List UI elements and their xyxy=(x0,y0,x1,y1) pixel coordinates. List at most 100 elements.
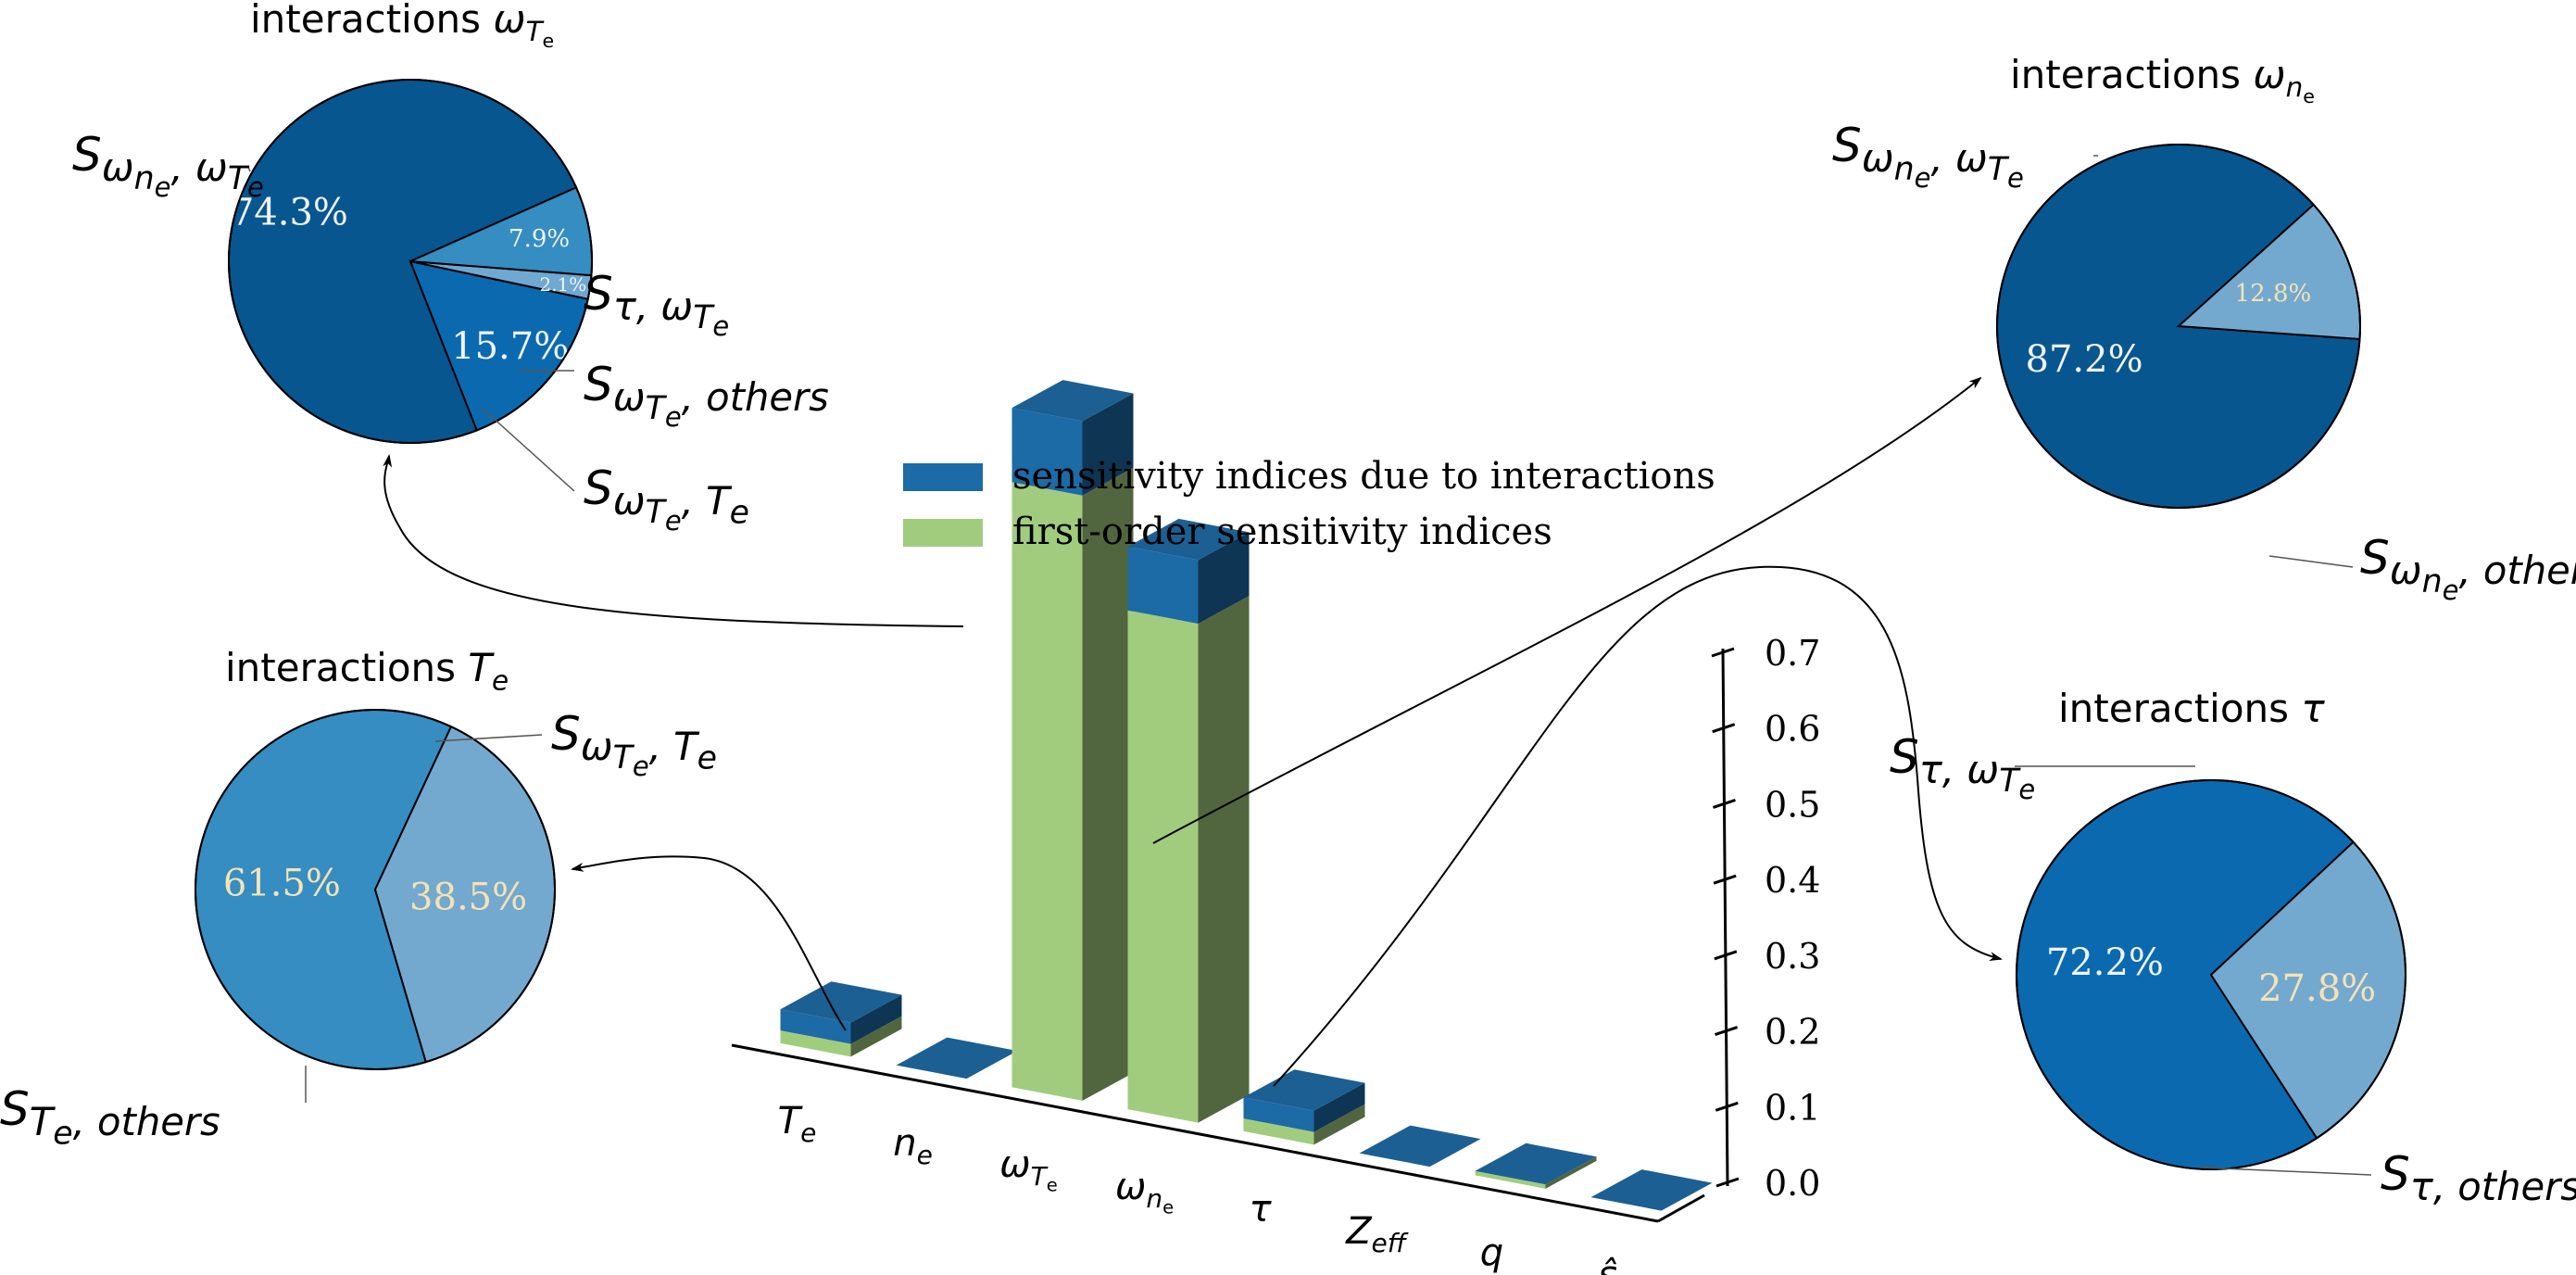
x-tick-label: ωne xyxy=(1115,1167,1174,1218)
pie-slice-name: STe, others xyxy=(0,1084,220,1151)
bar-interaction-front xyxy=(780,1009,851,1044)
legend-label: sensitivity indices due to interactions xyxy=(1012,455,1715,498)
connector-arrow xyxy=(571,855,847,1031)
x-tick-label: ŝ xyxy=(1598,1255,1617,1275)
bar-first-order-front xyxy=(1127,610,1199,1123)
pie-slice-label: 27.8% xyxy=(2258,967,2376,1010)
x-tick-label: Te xyxy=(778,1101,817,1147)
pie-slice-label: 12.8% xyxy=(2235,280,2312,308)
leader-line xyxy=(247,166,251,172)
bar-top xyxy=(1590,1169,1713,1211)
pie-slice-label: 74.3% xyxy=(231,192,348,234)
bar-first-order-side xyxy=(850,1016,902,1057)
z-tick-label: 0.7 xyxy=(1765,633,1820,674)
bar-interaction-front xyxy=(1243,1097,1314,1132)
leader-line xyxy=(434,734,543,742)
x-axis-line xyxy=(731,1043,1659,1223)
pie-title: interactions τ xyxy=(2058,688,2325,730)
legend-swatch xyxy=(903,519,983,547)
pie-slice-name: SωTe, Te xyxy=(551,709,717,781)
connector-arrow xyxy=(1152,376,1982,844)
bar-chart-3d: 0.0 0.1 0.2 0.3 0.4 0.5 0.6 0.7 Te ne ωTe ωne τ Zeff q… xyxy=(731,380,1820,1275)
z-tick-label: 0.1 xyxy=(1765,1087,1820,1128)
pie-chart: interactions ωTe 74.3% 15.7% 2.1% 7.9% Sωne, … xyxy=(72,0,829,536)
pie-slice-name: Sωne, ωTe xyxy=(72,130,264,202)
z-tick-label: 0.0 xyxy=(1765,1163,1820,1204)
x-tick-label: q xyxy=(1480,1232,1503,1273)
bar-interaction-side xyxy=(850,994,902,1044)
bar-first-order-front xyxy=(1012,482,1083,1101)
bar-first-order-side xyxy=(1082,467,1134,1101)
bar-top xyxy=(1475,1142,1597,1185)
pie-chart: interactions ωne 87.2% 12.8% Sωne, ωTe Sωne,… xyxy=(1832,54,2576,605)
legend-swatch xyxy=(903,463,983,491)
bar-top xyxy=(896,1037,1018,1079)
z-tick xyxy=(1713,874,1737,885)
axis-corner-line xyxy=(1657,1193,1705,1223)
pie-slice-label: 72.2% xyxy=(2046,941,2164,984)
z-axis-line xyxy=(1721,648,1729,1187)
pie-slice-name: Sωne, ωTe xyxy=(1832,120,2024,193)
pie-outline xyxy=(1996,144,2361,509)
z-tick xyxy=(1714,950,1738,961)
pie-charts: interactions ωTe 74.3% 15.7% 2.1% 7.9% Sωne, … xyxy=(0,0,2576,1207)
bar-top xyxy=(1359,1125,1481,1168)
pie-outline xyxy=(195,709,556,1070)
bar-first-order-front xyxy=(780,1030,851,1057)
pie-title: interactions ωne xyxy=(2010,54,2315,107)
pie-title: interactions ωTe xyxy=(250,0,554,52)
bar-top xyxy=(1243,1069,1365,1111)
pie-slice-name: Sτ, ωTe xyxy=(1890,732,2035,804)
leader-line xyxy=(2199,1167,2372,1176)
pie-slice-name: SωTe, others xyxy=(584,360,829,432)
z-tick xyxy=(1715,1177,1740,1188)
bar-interaction-side xyxy=(1198,532,1250,625)
pie-slice-name: SωTe, Te xyxy=(584,463,749,536)
pie-slice-label: 61.5% xyxy=(223,862,341,904)
pie-chart: interactions Te 61.5% 38.5% SωTe, Te STe, ot… xyxy=(0,647,717,1151)
z-tick-label: 0.5 xyxy=(1765,784,1820,825)
pie-slice-label: 7.9% xyxy=(509,225,570,253)
pie-title: interactions Te xyxy=(225,647,509,696)
bar-first-order-side xyxy=(1313,1104,1365,1145)
pie-slice-name: Sτ, others xyxy=(2381,1149,2576,1207)
z-tick-label: 0.3 xyxy=(1765,936,1820,977)
x-tick-label: ωTe xyxy=(999,1144,1058,1195)
pie-slice-label: 15.7% xyxy=(451,325,569,368)
pie-slice-name: Sτ, ωTe xyxy=(584,269,729,341)
bar-top xyxy=(1012,380,1134,422)
pie-slice-label: 38.5% xyxy=(409,877,527,919)
z-tick xyxy=(1712,799,1736,809)
pie-outline xyxy=(2016,779,2406,1170)
pie-slice-label: 87.2% xyxy=(2026,338,2143,381)
pie-slice-name: Sωne, others xyxy=(2360,533,2576,605)
connector-arrow xyxy=(383,454,964,627)
connector-arrows xyxy=(383,376,2003,1087)
bar-interaction-side xyxy=(1313,1082,1365,1132)
legend-label: first-order sensitivity indices xyxy=(1012,511,1552,553)
pie-chart: interactions τ 72.2% 27.8% Sτ, ωTe Sτ, other… xyxy=(1890,688,2576,1207)
pie-outline xyxy=(228,79,593,444)
x-tick-label: Zeff xyxy=(1346,1211,1406,1257)
connector-arrow xyxy=(1273,565,2003,1087)
legend: sensitivity indices due to interactions f… xyxy=(903,455,1715,553)
z-tick xyxy=(1715,1026,1739,1036)
bar-interaction-side xyxy=(1082,393,1134,496)
z-tick-label: 0.6 xyxy=(1765,709,1820,750)
bar-first-order-side xyxy=(1545,1156,1597,1189)
bar-interaction-front xyxy=(1127,546,1199,625)
bar-top xyxy=(1127,518,1250,561)
x-tick-label: τ xyxy=(1249,1189,1271,1230)
z-tick xyxy=(1715,1101,1739,1112)
z-tick-label: 0.4 xyxy=(1765,860,1820,901)
leader-line xyxy=(2268,555,2354,568)
bar-first-order-front xyxy=(1475,1170,1546,1189)
bar-first-order-side xyxy=(1198,596,1250,1123)
bar-top xyxy=(780,981,902,1023)
x-tick-label: ne xyxy=(893,1123,933,1169)
bar-interaction-front xyxy=(1012,408,1083,496)
z-tick-label: 0.2 xyxy=(1765,1012,1820,1053)
pie-slice-label: 2.1% xyxy=(539,273,586,296)
bar-first-order-front xyxy=(1243,1118,1314,1145)
